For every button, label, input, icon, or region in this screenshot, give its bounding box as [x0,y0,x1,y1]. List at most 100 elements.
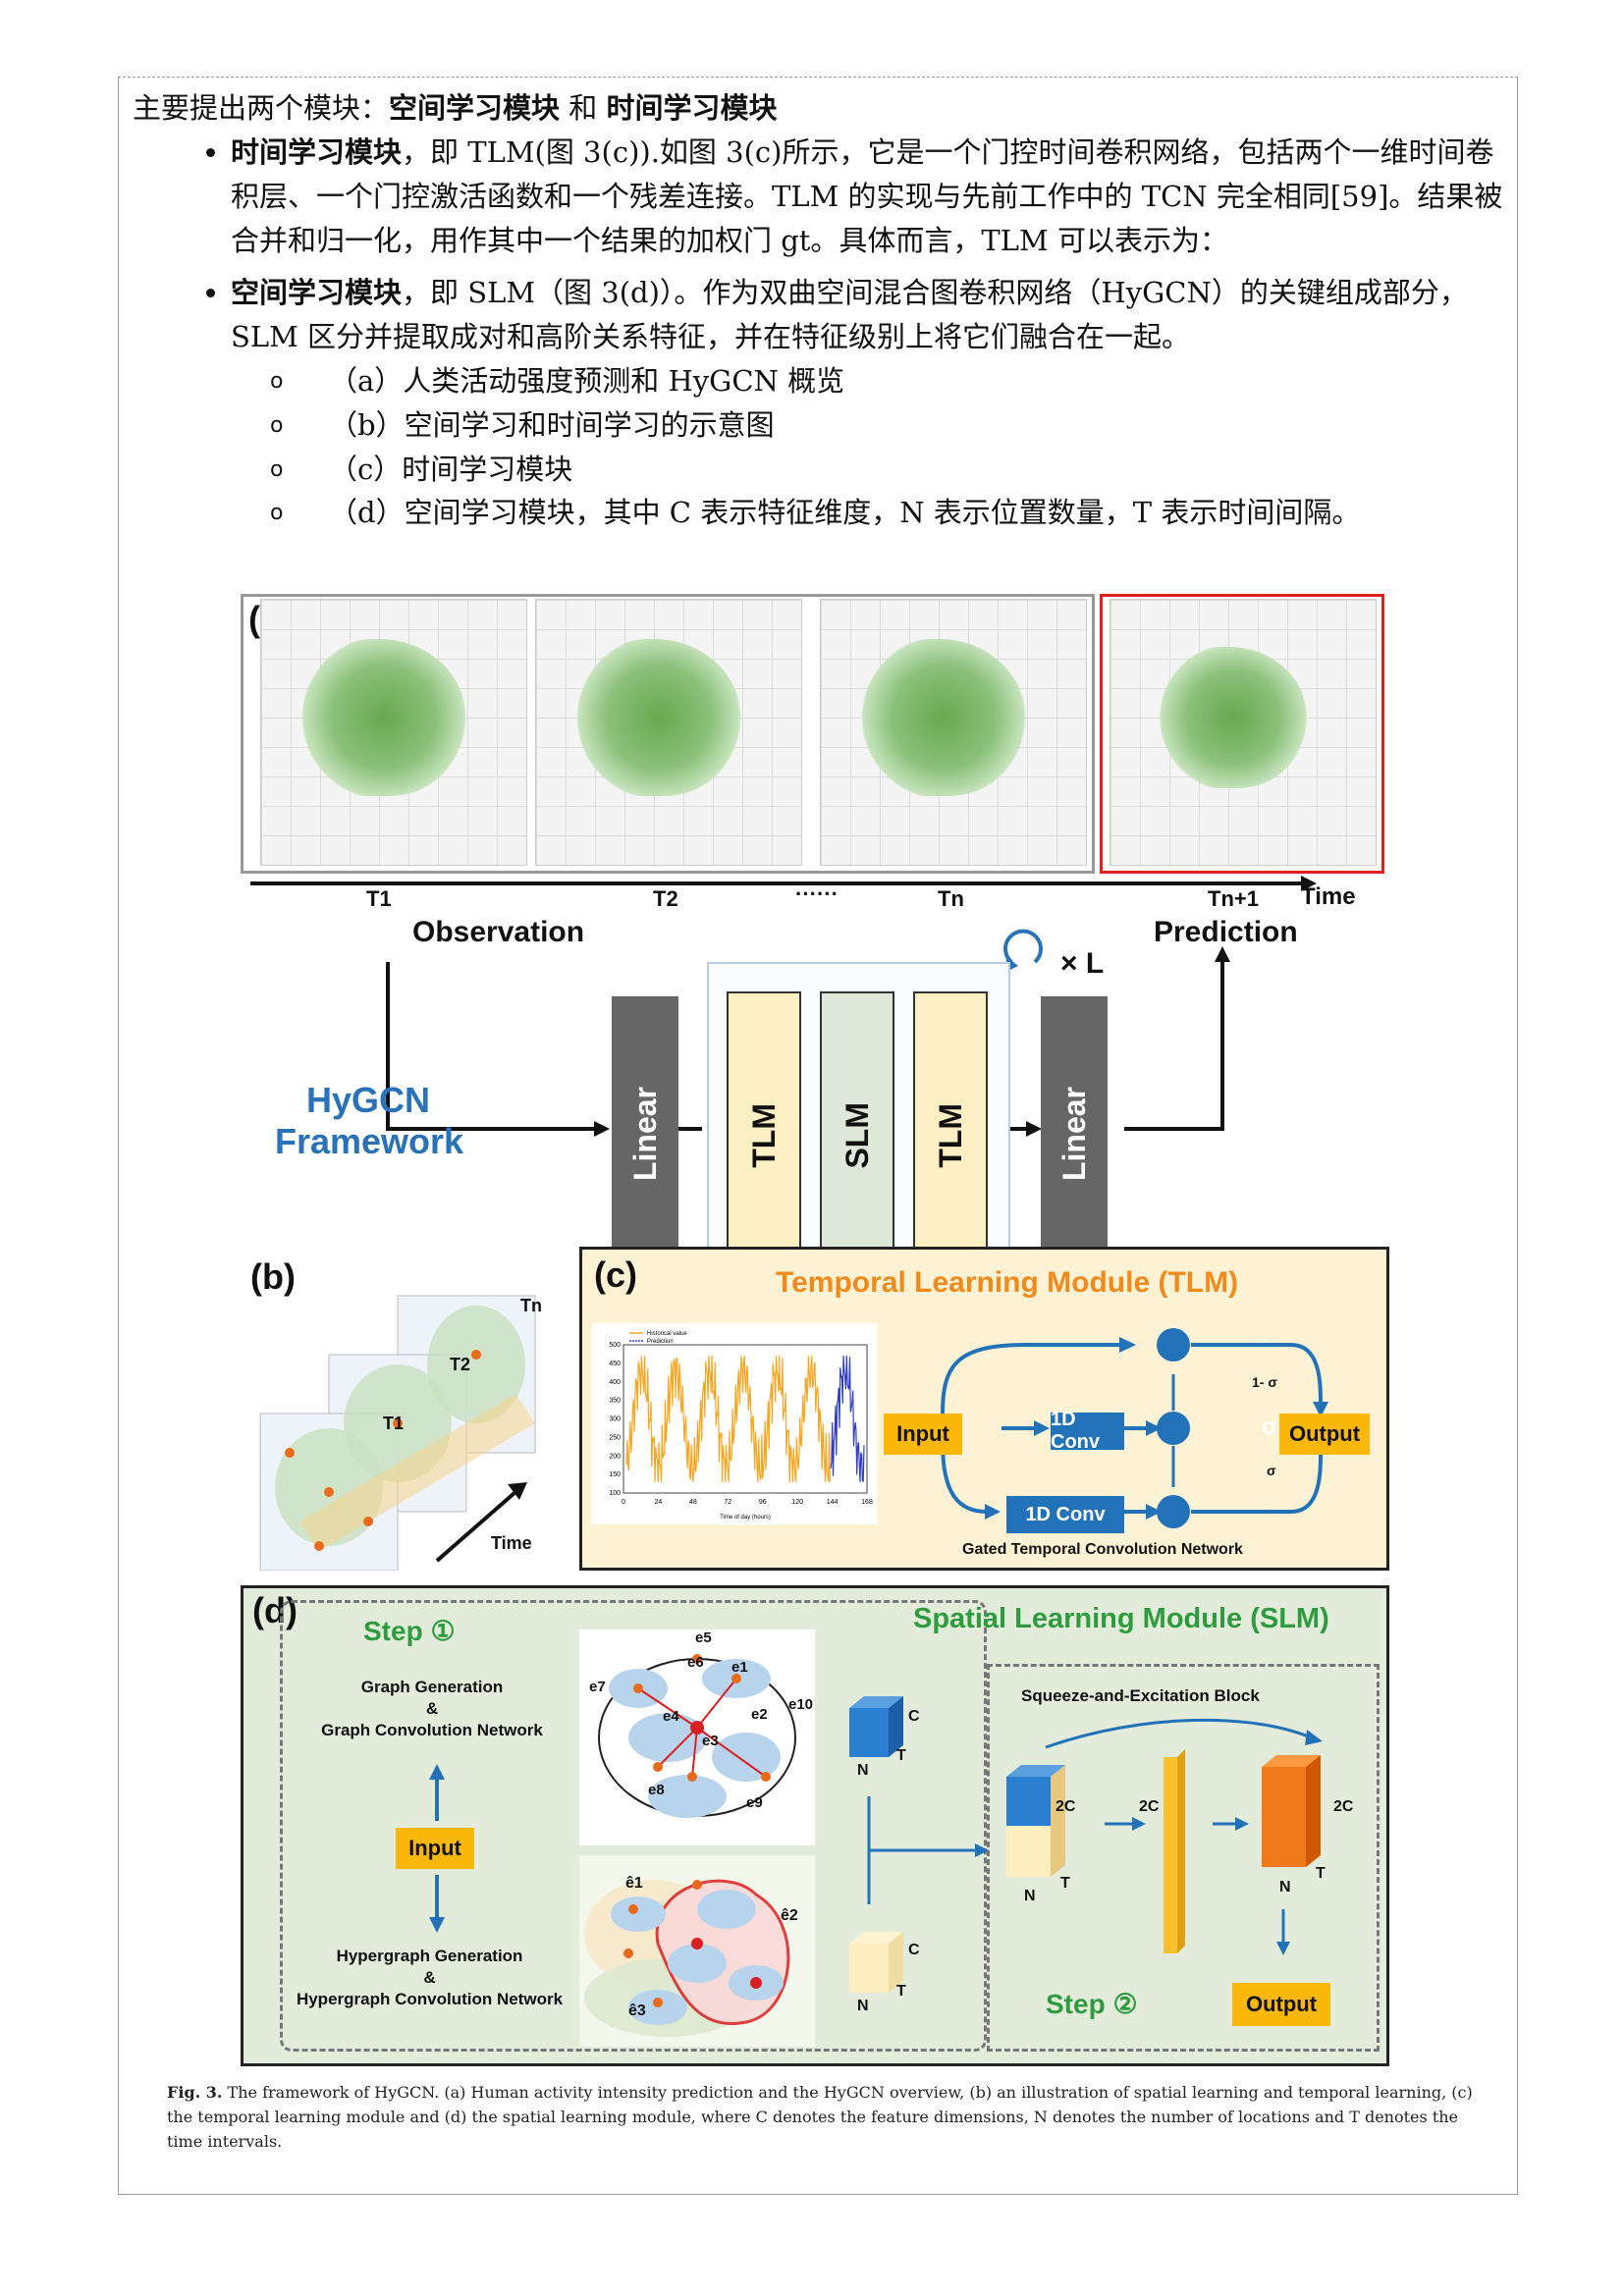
edge-e7: e7 [589,1679,606,1695]
framework-arrows [386,929,1230,1137]
gate-dot-top: · [1264,1331,1270,1351]
two-c-label-1: 2C [1056,1798,1076,1815]
edge-e2: e2 [751,1706,768,1723]
map-t1 [260,599,527,866]
tlm-gated-diagram [941,1328,1328,1528]
page-frame [118,77,1518,2195]
x-tick-label: 168 [861,1499,873,1506]
input-arrows [429,1764,445,1933]
bullet-tlm: 时间学习模块，即 TLM(图 3(c)).如图 3(c)所示，它是一个门控时间卷… [231,131,1507,263]
feature-cubes-left [849,1696,989,1993]
map-tn1 [1110,599,1377,866]
conv-2: 1D Conv [1006,1496,1124,1533]
hyperedge-2: ê2 [781,1907,798,1924]
map-t2 [535,599,802,866]
panel-c-label: (c) [594,1255,637,1295]
tlm-title: Temporal Learning Module (TLM) [776,1266,1239,1299]
prediction-label: Prediction [1154,916,1298,948]
prediction-frame [1100,594,1384,874]
sub-item: （c）时间学习模块 [270,448,1507,492]
linear-in: Linear [612,996,678,1271]
y-tick-label: 200 [609,1453,621,1460]
time-axis [250,876,1317,891]
intro-line: 主要提出两个模块：空间学习模块 和 时间学习模块 [133,91,778,125]
graph-illustration [579,1629,815,1845]
b-tn: Tn [520,1296,542,1315]
t-label-1: T [1060,1875,1070,1892]
slm-input: Input [396,1828,474,1869]
x-tick-label: 24 [655,1499,663,1506]
tlm-series-plot: 0 24 48 72 96 120 144 168 100 150 200 250 300 350 400 4… [592,1323,877,1524]
n-label-2: N [1279,1879,1291,1896]
se-block-label: Squeeze-and-Excitation Block [1021,1686,1260,1705]
panel-b-illustration [259,1295,536,1571]
cube-n-label: N [857,1762,869,1779]
x-tick-label: 72 [724,1499,731,1506]
hyperedge-3: ê3 [628,2002,646,2019]
sub-list: （a）人类活动强度预测和 HyGCN 概览 （b）空间学习和时间学习的示意图 （… [231,359,1507,536]
framework-title: HyGCN Framework [275,1080,464,1161]
step2-frame [987,1664,1380,2052]
b-t2: T2 [450,1355,471,1374]
body-text: 主要提出两个模块：空间学习模块 和 时间学习模块 时间学习模块，即 TLM(图 … [133,86,1507,535]
tick-t2: T2 [653,886,678,911]
edge-e5: e5 [695,1629,712,1646]
x-tick-label: 0 [622,1499,625,1506]
b-t1: T1 [383,1414,405,1433]
b-time: Time [491,1533,532,1553]
slm-output: Output [1232,1983,1330,2026]
graph-branch-label: Graph Generation & Graph Convolution Net… [321,1678,543,1740]
step2-label: Step ② [1046,1989,1138,2019]
edge-e3: e3 [702,1733,719,1749]
edge-e8: e8 [648,1782,665,1798]
x-axis-label: Time of day (hours) [720,1515,771,1521]
hypergraph-illustration [579,1855,815,2047]
n-label-1: N [1024,1888,1036,1904]
tick-t1: T1 [366,886,392,911]
y-tick-label: 500 [609,1342,621,1349]
bullet-list: 时间学习模块，即 TLM(图 3(c)).如图 3(c)所示，它是一个门控时间卷… [133,131,1507,535]
hypergraph-branch-label: Hypergraph Generation & Hypergraph Convo… [296,1947,564,2009]
step1-label: Step ① [363,1616,456,1646]
y-tick-label: 450 [609,1361,621,1367]
slm-title: Spatial Learning Module (SLM) [913,1603,1329,1634]
edge-e4: e4 [663,1708,679,1725]
historical-series [625,1356,831,1482]
sub-item: （b）空间学习和时间学习的示意图 [270,403,1507,448]
hyperedge-1: ê1 [625,1875,643,1892]
sub-item: （a）人类活动强度预测和 HyGCN 概览 [270,359,1507,403]
edge-e1: e1 [731,1659,748,1676]
tlm-block-1: TLM [727,991,801,1280]
map-tn [820,599,1087,866]
legend-prediction: Prediction [647,1339,674,1345]
x-tick-label: 48 [689,1499,697,1506]
two-c-label-3: 2C [1333,1798,1354,1815]
slm-block: SLM [820,991,894,1280]
y-tick-label: 300 [609,1416,621,1423]
y-tick-label: 250 [609,1434,621,1441]
y-tick-label: 350 [609,1398,621,1405]
tick-dots: ······ [795,881,839,906]
panel-b-label: (b) [250,1256,296,1297]
linear-out: Linear [1041,996,1108,1271]
sigma-label: σ [1267,1463,1276,1478]
tlm-input: Input [884,1414,962,1455]
edge-e6: e6 [687,1654,704,1671]
conv-1: 1D Conv [1051,1409,1124,1453]
y-tick-label: 100 [609,1490,621,1497]
edge-e10: e10 [788,1696,814,1713]
prediction-series [830,1356,865,1482]
step1-frame [280,1600,987,2052]
y-tick-label: 150 [609,1471,621,1478]
gate-sigma: σ [1262,1414,1278,1440]
x-tick-label: 120 [791,1499,803,1506]
sub-item: （d）空间学习模块，其中 C 表示特征维度，N 表示位置数量，T 表示时间间隔。 [270,491,1507,535]
observation-label: Observation [412,916,585,948]
y-tick-label: 400 [609,1379,621,1386]
x-tick-label: 96 [759,1499,767,1506]
edge-e9: e9 [746,1794,763,1811]
legend-historical: Historical value [647,1331,687,1337]
cube2-n-label: N [857,1998,869,2014]
two-c-label-2: 2C [1139,1798,1160,1815]
tick-tn: Tn [938,886,964,911]
